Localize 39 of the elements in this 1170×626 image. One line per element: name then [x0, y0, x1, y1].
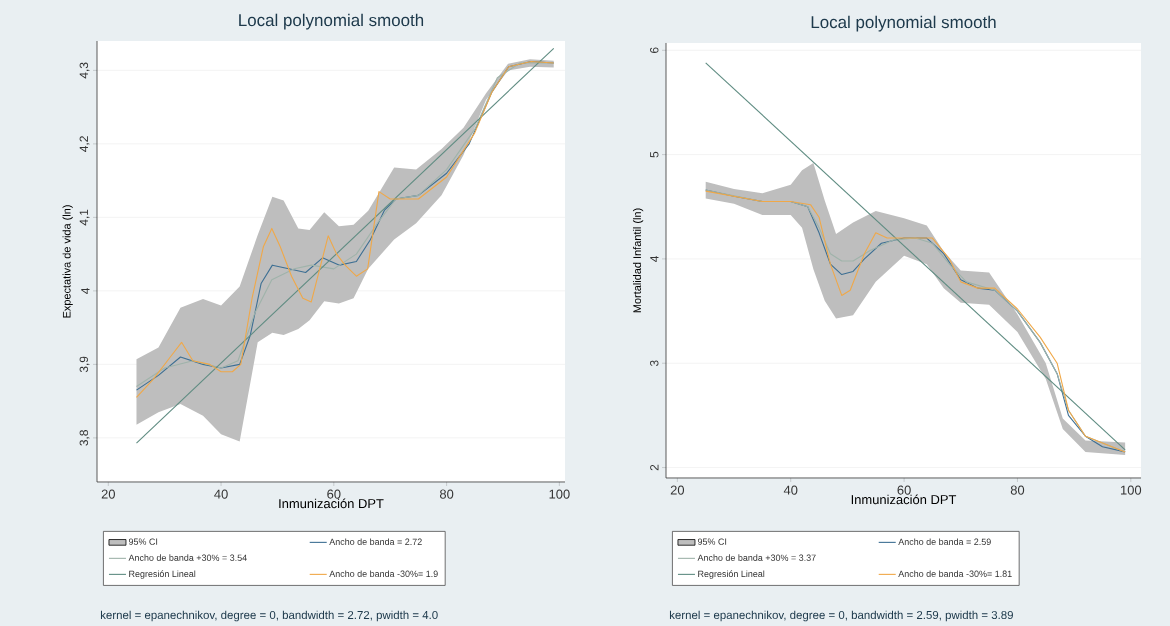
- y-tick-label: 4: [81, 287, 90, 294]
- x-tick-label: 100: [549, 489, 570, 499]
- legend-label: Ancho de banda +30% = 3.54: [128, 554, 247, 561]
- legend-label: Regresión Lineal: [129, 570, 196, 579]
- x-tick-label: 40: [214, 489, 228, 499]
- text: kernel = epanechnikov, degree = 0, bandwidth = 2.72, pwidth = 4.0: [100, 610, 438, 622]
- legend-label: Ancho de banda -30%= 1.81: [898, 570, 1012, 577]
- y-axis-title: Mortalidad Infantil (ln): [632, 208, 644, 313]
- y-tick-label: 2: [650, 464, 659, 471]
- chart-title: Local polynomial smooth: [239, 13, 424, 30]
- y-tick-label: 6: [650, 47, 659, 53]
- x-axis-title: Inmunización DPT: [851, 494, 957, 505]
- x-tick-label: 60: [327, 489, 341, 499]
- y-tick-label: 3: [650, 360, 659, 367]
- y-axis-title: Expectativa de vida (ln): [62, 205, 73, 318]
- legend-label: Ancho de banda -30%= 1.9: [329, 570, 438, 577]
- x-tick-label: 20: [670, 485, 685, 495]
- x-tick-label: 40: [783, 485, 798, 495]
- y-tick-label: 3,9: [79, 356, 90, 373]
- x-tick-label: 60: [897, 485, 911, 495]
- y-tick-label: 3,8: [79, 430, 90, 446]
- legend-label: 95% CI: [128, 538, 158, 545]
- text: kernel = epanechnikov, degree = 0, bandwidth = 2.59, pwidth = 3.89: [669, 610, 1013, 622]
- x-tick-label: 80: [439, 489, 454, 499]
- y-tick-label: 4,1: [79, 209, 90, 226]
- legend-label: Ancho de banda +30% = 3.37: [697, 554, 816, 561]
- legend-label: Ancho de banda = 2.72: [329, 538, 422, 545]
- legend-label: Ancho de banda = 2.59: [898, 538, 991, 545]
- x-axis-title: Inmunización DPT: [279, 498, 384, 509]
- legend-label: 95% CI: [697, 538, 727, 545]
- legend-label: Regresión Lineal: [698, 570, 765, 579]
- x-tick-label: 100: [1120, 485, 1142, 495]
- x-tick-label: 20: [101, 489, 115, 499]
- y-tick-label: 4,3: [79, 62, 90, 79]
- y-tick-label: 5: [650, 151, 659, 158]
- y-tick-label: 4,2: [79, 136, 90, 152]
- chart-title: Local polynomial smooth: [811, 15, 996, 32]
- y-tick-label: 4: [650, 255, 659, 262]
- x-tick-label: 80: [1010, 485, 1025, 495]
